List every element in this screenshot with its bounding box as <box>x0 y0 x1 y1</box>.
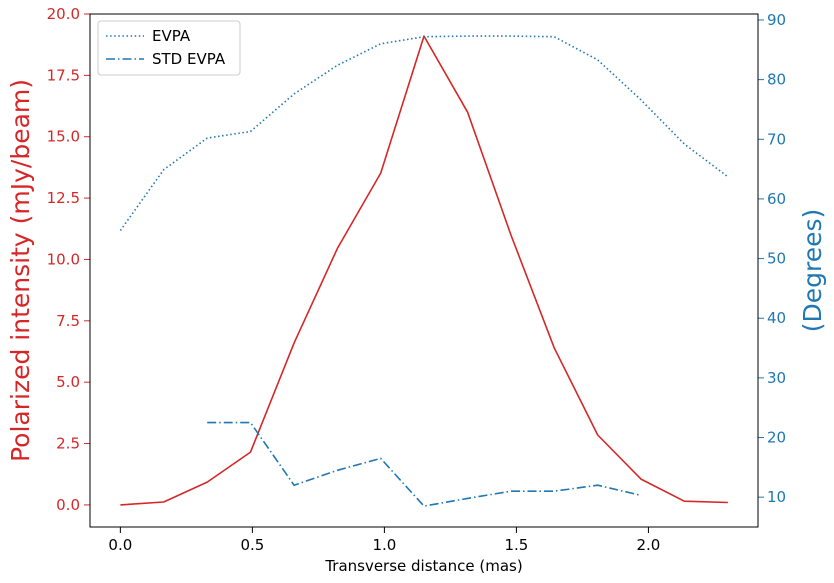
plot-frame <box>89 13 759 528</box>
right-tick-label: 20 <box>767 429 786 447</box>
right-tick-label: 60 <box>767 190 786 208</box>
right-tick-label: 50 <box>767 250 786 268</box>
legend-label-evpa: EVPA <box>152 27 191 45</box>
series-line-evpa <box>119 35 729 231</box>
right-axis-ticks: 10 20 30 40 50 60 70 80 90 <box>758 11 786 506</box>
legend: EVPA STD EVPA <box>97 20 241 76</box>
x-axis-ticks: 0.0 0.5 1.0 1.5 2.0 <box>108 527 660 554</box>
right-tick-label: 10 <box>767 488 786 506</box>
left-tick-label: 17.5 <box>47 66 80 84</box>
right-tick-label: 70 <box>767 130 786 148</box>
x-tick-label: 1.0 <box>372 536 396 554</box>
left-tick-label: 20.0 <box>47 5 80 23</box>
right-tick-label: 40 <box>767 309 786 327</box>
left-tick-label: 15.0 <box>47 128 80 146</box>
x-tick-label: 2.0 <box>636 536 660 554</box>
x-tick-label: 0.0 <box>108 536 132 554</box>
right-tick-label: 90 <box>767 11 786 29</box>
left-axis-ticks: 0.0 2.5 5.0 7.5 10.0 12.5 15.0 17.5 20.0 <box>47 5 90 514</box>
series-line-std-evpa <box>207 421 642 507</box>
right-tick-label: 30 <box>767 369 786 387</box>
legend-label-std-evpa: STD EVPA <box>152 50 226 68</box>
legend-box <box>97 20 241 76</box>
x-tick-label: 0.5 <box>240 536 264 554</box>
left-tick-label: 12.5 <box>47 189 80 207</box>
left-tick-label: 10.0 <box>47 250 80 268</box>
left-tick-label: 7.5 <box>56 312 80 330</box>
right-axis-label: (Degrees) <box>798 209 827 333</box>
x-tick-label: 1.5 <box>504 536 528 554</box>
left-tick-label: 5.0 <box>56 373 80 391</box>
left-axis-label: Polarized intensity (mJy/beam) <box>6 79 35 462</box>
left-tick-label: 0.0 <box>56 496 80 514</box>
x-axis-label: Transverse distance (mas) <box>324 557 522 575</box>
chart-series <box>119 35 729 507</box>
right-tick-label: 80 <box>767 71 786 89</box>
left-tick-label: 2.5 <box>56 435 80 453</box>
series-line-series-0 <box>120 35 728 506</box>
